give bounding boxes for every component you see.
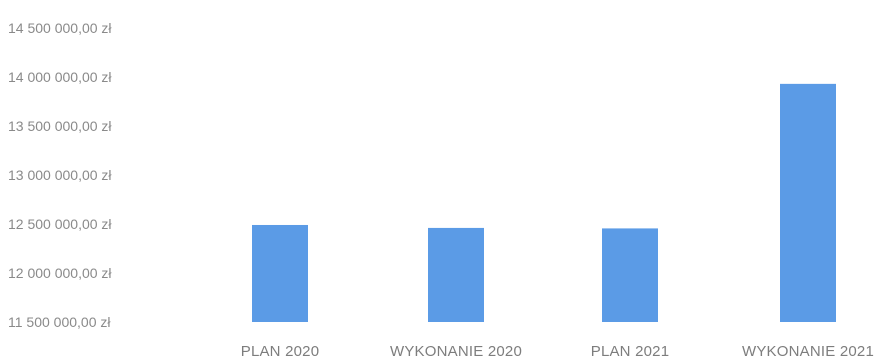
y-tick-label: 12 500 000,00 zł [8,216,112,232]
x-category-label: WYKONANIE 2020 [390,343,522,360]
bar [602,228,658,322]
y-tick-label: 13 500 000,00 zł [8,118,112,134]
x-category-label: PLAN 2020 [241,343,320,360]
bars [252,83,836,322]
y-tick-label: 14 500 000,00 zł [8,20,112,36]
x-category-label: PLAN 2021 [591,343,670,360]
y-tick-label: 13 000 000,00 zł [8,167,112,183]
y-tick-label: 12 000 000,00 zł [8,265,112,281]
bar [252,224,308,322]
bar [428,227,484,322]
bar [780,83,836,322]
y-axis: 14 500 000,00 zł 14 000 000,00 zł 13 500 0… [8,20,112,330]
x-category-label: WYKONANIE 2021 [742,343,874,360]
y-tick-label: 14 000 000,00 zł [8,69,112,85]
y-tick-label: 11 500 000,00 zł [8,314,111,330]
x-axis: PLAN 2020 WYKONANIE 2020 PLAN 2021 WYKONANI… [241,343,874,360]
